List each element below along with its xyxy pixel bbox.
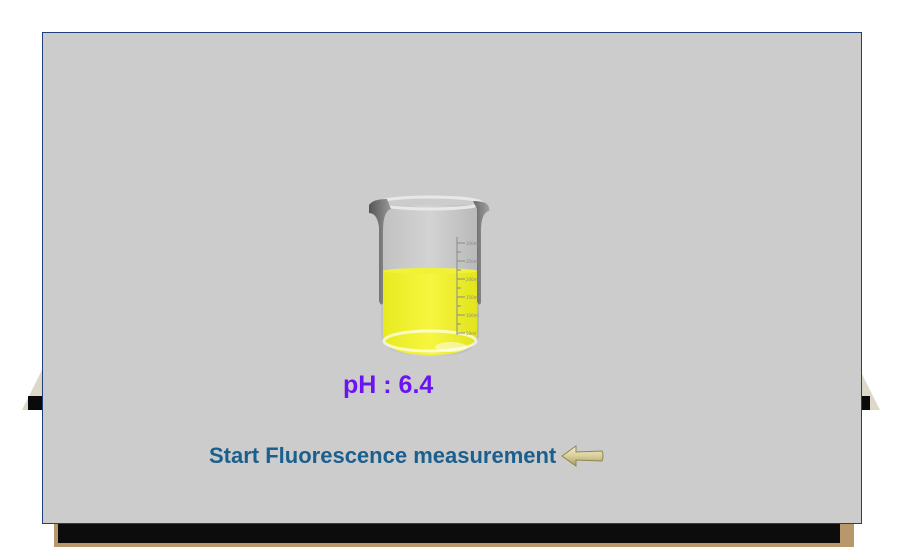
ph-readout: pH : 6.4 <box>343 371 543 400</box>
scale-mark: 150ml <box>466 295 479 300</box>
scale-mark: 100ml <box>466 313 479 318</box>
scale-mark: 200ml <box>466 277 479 282</box>
ph-label: pH <box>343 371 377 399</box>
scale-mark: 50ml <box>466 331 476 336</box>
left-arrow-icon[interactable] <box>560 443 606 469</box>
ph-value: 6.4 <box>398 371 434 399</box>
start-fluorescence-label[interactable]: Start Fluorescence measurement <box>209 443 557 468</box>
lower-shelf-top <box>58 524 840 543</box>
scale-mark: 250ml <box>466 259 479 264</box>
beaker-icon[interactable]: 300ml 250ml 200ml 150ml 100ml 50ml <box>365 191 495 365</box>
scale-mark: 300ml <box>466 241 479 246</box>
measurement-panel: 300ml 250ml 200ml 150ml 100ml 50ml pH : … <box>42 32 862 524</box>
ph-separator: : <box>376 371 399 399</box>
start-fluorescence-button[interactable]: Start Fluorescence measurement <box>209 443 606 469</box>
